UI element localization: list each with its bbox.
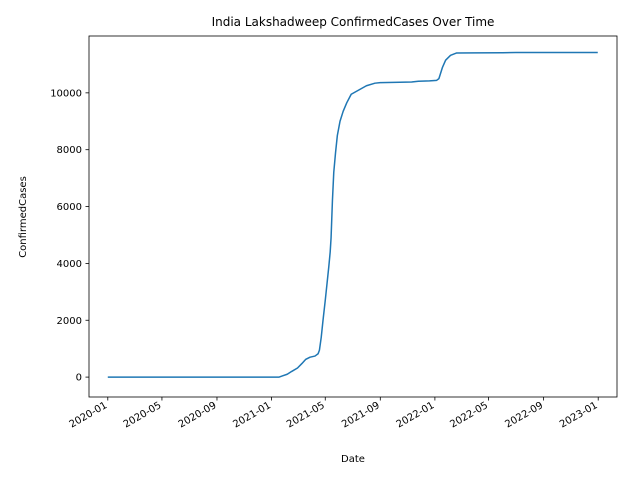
series-line-0 <box>107 51 598 378</box>
plot-frame <box>88 35 618 398</box>
y-tick-label: 10000 <box>50 88 82 99</box>
y-axis-label: ConfirmedCases <box>18 176 29 258</box>
y-tick-label: 0 <box>76 373 82 384</box>
plot-area <box>88 35 618 398</box>
chart-title: India Lakshadweep ConfirmedCases Over Ti… <box>212 15 495 29</box>
y-axis: 0 2000 4000 6000 8000 10000 <box>50 88 89 384</box>
y-tick-label: 6000 <box>57 202 82 213</box>
y-tick-label: 8000 <box>57 145 82 156</box>
x-axis-label: Date <box>341 454 365 465</box>
y-tick-label: 2000 <box>57 316 82 327</box>
y-tick-label: 4000 <box>57 259 82 270</box>
